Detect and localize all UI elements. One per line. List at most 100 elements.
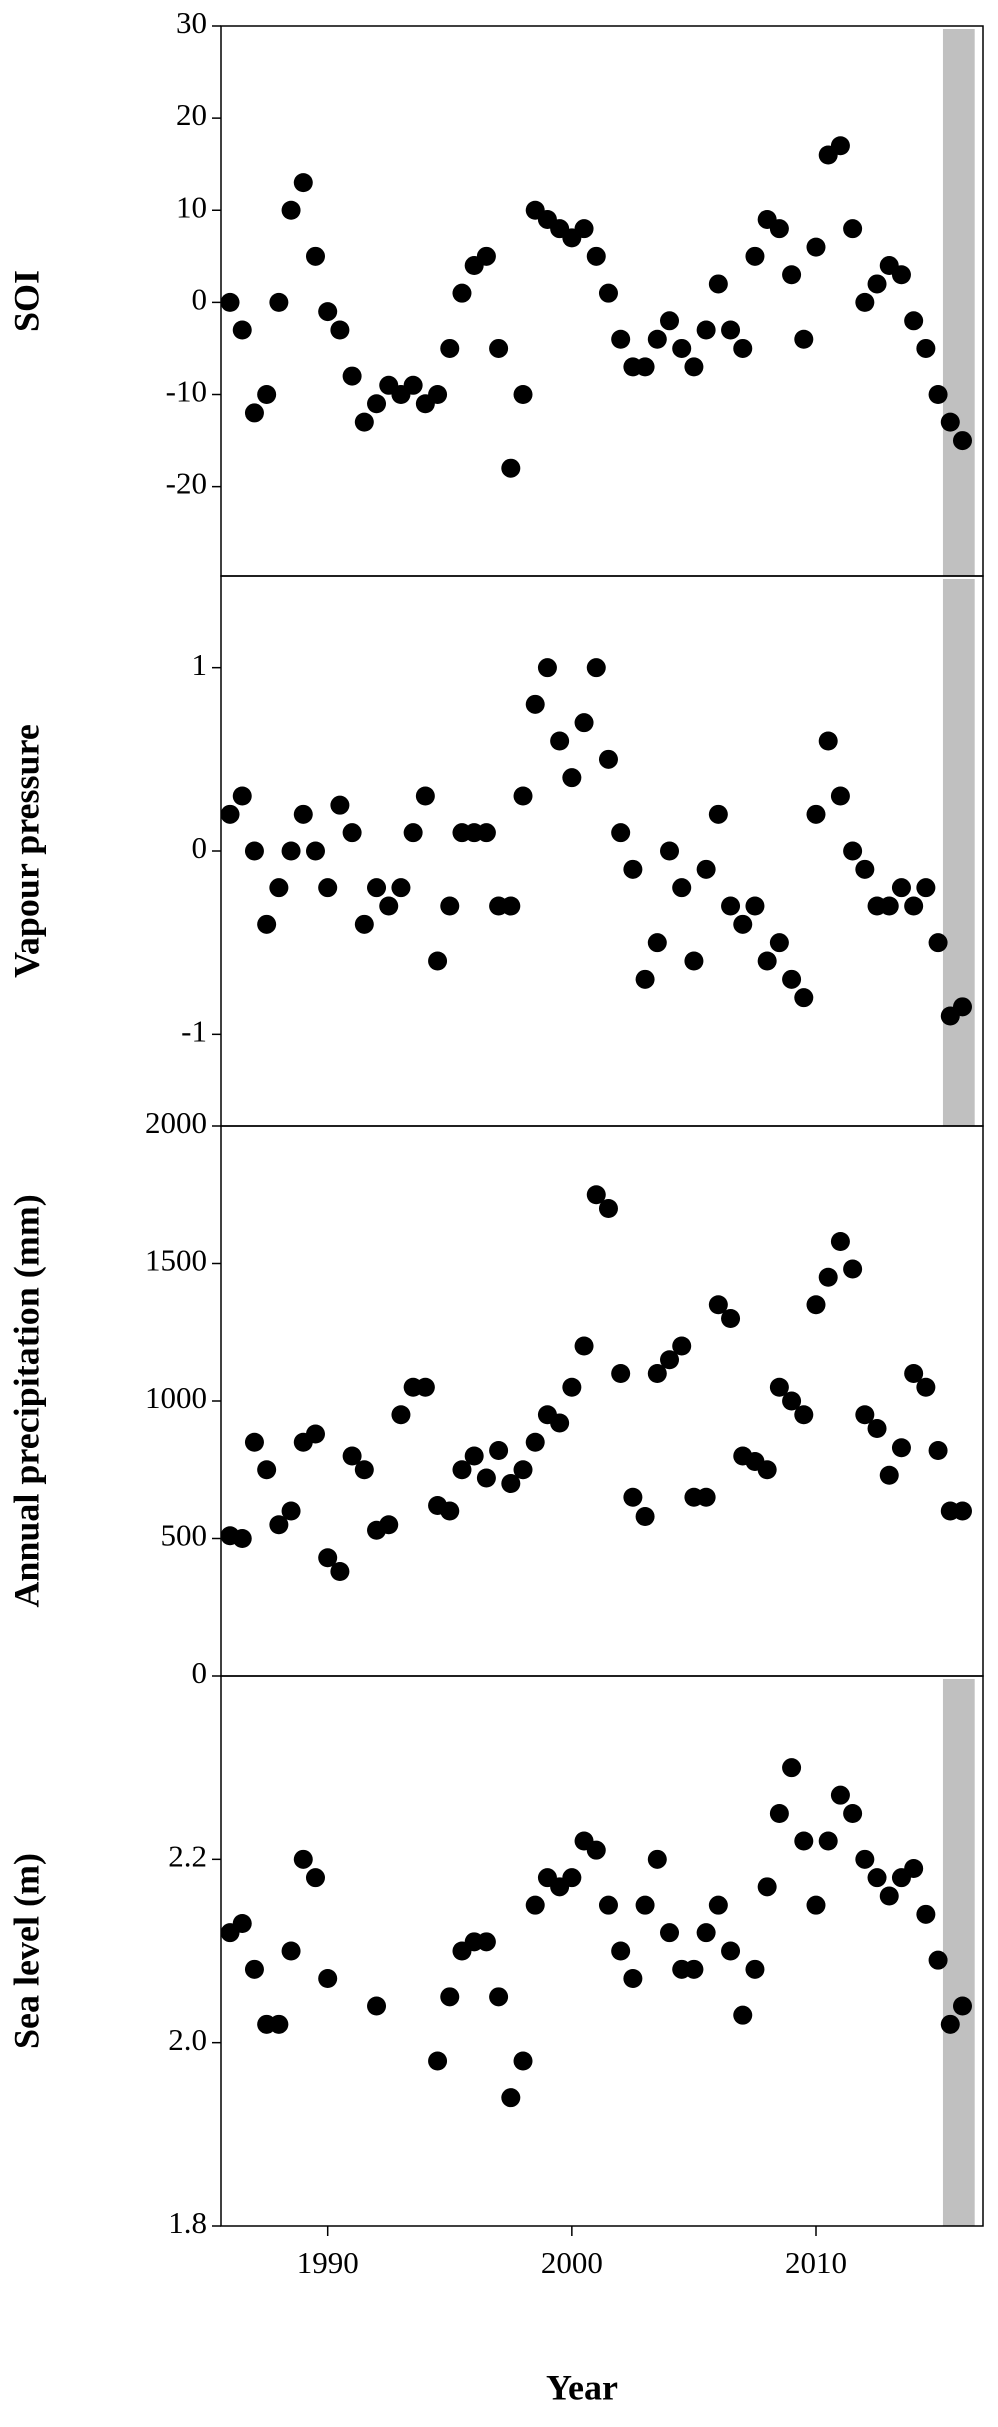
data-point [733,914,753,934]
data-point [244,841,264,861]
data-point [843,841,863,861]
data-point [928,1441,948,1460]
data-point [696,320,716,340]
data-point [489,338,509,358]
data-point [281,1501,301,1521]
data-point [696,1487,716,1507]
data-point [476,1932,496,1952]
data-point [794,988,814,1008]
data-point [330,795,350,815]
data-point [745,896,765,916]
data-point [721,320,741,340]
data-point [257,385,277,405]
y-tick-label: 2.2 [168,1838,207,1873]
data-point [611,329,631,349]
data-point [598,1199,618,1218]
data-point [660,1923,680,1943]
data-point [843,1259,863,1279]
data-point [269,2014,289,2034]
data-point [489,1987,509,2007]
data-point [635,1895,655,1915]
y-axis-label: Annual precipitation (mm) [6,1194,46,1607]
data-point [415,1377,435,1397]
data-point [904,896,924,916]
data-point [513,786,533,806]
data-point [818,1831,838,1851]
data-point [501,458,521,478]
data-point [952,1501,972,1521]
data-point [428,385,448,405]
data-point [855,859,875,879]
data-point [660,841,680,861]
data-point [367,878,387,898]
data-point [757,951,777,971]
data-point [782,969,802,989]
y-tick-label: 20 [176,97,207,132]
data-point [574,1336,594,1356]
data-point [318,302,338,322]
data-point [513,385,533,405]
data-point [379,1515,399,1535]
data-point [733,2005,753,2025]
data-point [293,173,313,193]
y-axis-label: Vapour pressure [6,724,46,978]
y-tick-label: 0 [192,281,208,316]
data-point [220,292,240,312]
data-point [806,237,826,257]
data-point [440,896,460,916]
data-point [525,1432,545,1452]
data-point [928,385,948,405]
data-point [891,1438,911,1458]
data-point [440,1987,460,2007]
data-point [391,1405,411,1425]
data-point [525,694,545,714]
plot-frame [220,575,984,1127]
data-point [660,1350,680,1370]
data-point [452,1460,472,1480]
data-point [916,1904,936,1924]
data-point [794,1405,814,1425]
data-point [916,878,936,898]
x-tick-label: 2000 [541,2245,603,2280]
data-point [904,1364,924,1383]
data-point [415,786,435,806]
data-point [708,1295,728,1315]
data-point [672,338,692,358]
data-point [684,951,704,971]
data-point [476,1468,496,1488]
data-point [721,1309,741,1328]
y-axis-label: SOI [6,270,46,332]
y-tick-label: 0 [192,1655,208,1690]
data-point [244,403,264,423]
data-point [232,786,252,806]
data-point [904,311,924,331]
data-point [476,246,496,266]
data-point [769,933,789,953]
data-point [293,1849,313,1869]
data-point [586,658,606,678]
data-point [574,713,594,733]
data-point [684,357,704,377]
data-point [708,1895,728,1915]
data-point [806,1895,826,1915]
data-point [672,878,692,898]
data-point [562,1868,582,1888]
data-point [293,804,313,824]
data-point [818,731,838,751]
data-point [757,1460,777,1480]
data-point [611,1364,631,1383]
data-point [916,1377,936,1397]
data-point [708,804,728,824]
data-point [232,1914,252,1933]
data-point [904,1859,924,1878]
data-point [806,1295,826,1315]
data-point [513,2051,533,2071]
data-point [305,1868,325,1888]
data-point [403,375,423,395]
data-point [269,292,289,312]
data-point [586,246,606,266]
data-point [330,1562,350,1581]
data-point [513,1460,533,1480]
y-axis-label: Sea level (m) [6,1853,46,2049]
